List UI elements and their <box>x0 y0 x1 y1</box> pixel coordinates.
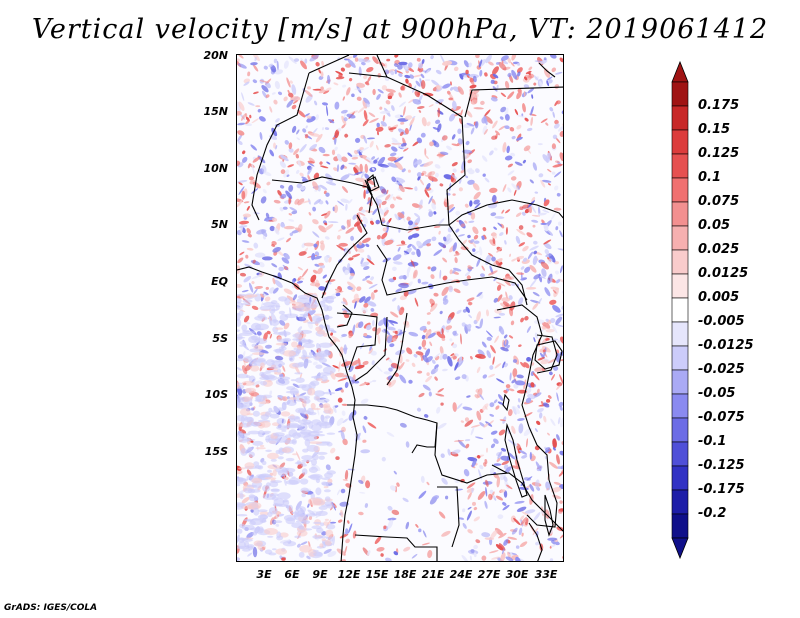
colorbar-swatch <box>671 81 689 107</box>
border <box>491 464 508 474</box>
border <box>381 224 528 306</box>
border <box>336 312 378 371</box>
colorbar-swatch <box>671 153 689 179</box>
border <box>448 199 563 226</box>
lake-malawi <box>544 494 554 537</box>
lon-tick-9e: 9E <box>312 568 328 581</box>
lon-tick-3e: 3E <box>256 568 272 581</box>
colorbar-level-label: 0.1 <box>698 170 722 185</box>
country-borders <box>237 55 563 561</box>
border <box>526 426 558 528</box>
colorbar-level-label: -0.005 <box>698 314 745 329</box>
colorbar-swatch <box>671 177 689 203</box>
colorbar-level-label: -0.025 <box>698 362 745 377</box>
lat-tick-10s: 10S <box>204 388 228 401</box>
colorbar-swatch <box>671 201 689 227</box>
border <box>464 86 563 118</box>
colorbar-swatch <box>671 273 689 299</box>
colorbar-swatch <box>671 129 689 155</box>
colorbar-swatch <box>671 417 689 443</box>
lake-chad <box>366 176 380 192</box>
colorbar-level-label: -0.2 <box>698 506 727 521</box>
lon-tick-33e: 33E <box>534 568 558 581</box>
colorbar-level-label: 0.005 <box>698 290 740 305</box>
vertical-velocity-field <box>237 55 563 561</box>
colorbar <box>671 60 689 560</box>
border <box>251 72 310 221</box>
lon-tick-24e: 24E <box>449 568 473 581</box>
colorbar-level-label: -0.05 <box>698 386 736 401</box>
colorbar-swatch <box>671 225 689 251</box>
colorbar-level-label: 0.0125 <box>698 266 749 281</box>
colorbar-swatch <box>671 489 689 515</box>
lat-tick-15s: 15S <box>204 445 228 458</box>
colorbar-level-label: -0.1 <box>698 434 727 449</box>
colorbar-top-arrow <box>671 60 689 83</box>
border <box>354 316 388 382</box>
border <box>386 312 408 386</box>
border <box>321 214 368 299</box>
colorbar-swatch <box>671 345 689 371</box>
lake-tanganyika <box>504 422 528 498</box>
lat-tick-20n: 20N <box>203 49 228 62</box>
colorbar-swatch <box>671 441 689 467</box>
coastline <box>237 266 358 561</box>
lon-tick-21e: 21E <box>421 568 445 581</box>
border <box>364 179 373 214</box>
colorbar-level-label: -0.075 <box>698 410 745 425</box>
lon-tick-15e: 15E <box>365 568 389 581</box>
colorbar-swatch <box>671 513 689 539</box>
colorbar-level-label: 0.025 <box>698 242 740 257</box>
border <box>347 404 563 532</box>
colorbar-swatch <box>671 249 689 275</box>
colorbar-level-label: -0.0125 <box>698 338 754 353</box>
colorbar-level-label: -0.175 <box>698 482 745 497</box>
colorbar-level-label: 0.175 <box>698 98 740 113</box>
border <box>366 173 376 188</box>
colorbar-level-label: 0.125 <box>698 146 740 161</box>
lat-tick-10n: 10N <box>203 162 228 175</box>
colorbar-bottom-arrow <box>671 537 689 560</box>
border <box>538 62 556 78</box>
border <box>437 486 460 548</box>
lon-tick-6e: 6E <box>284 568 300 581</box>
lon-tick-27e: 27E <box>477 568 501 581</box>
lon-tick-18e: 18E <box>393 568 417 581</box>
colorbar-swatch <box>671 297 689 323</box>
border <box>336 304 353 328</box>
grads-credit: GrADS: IGES/COLA <box>4 603 98 613</box>
border <box>411 422 438 454</box>
lat-tick-eq: EQ <box>211 275 228 288</box>
lat-tick-5n: 5N <box>211 218 228 231</box>
border <box>308 55 350 74</box>
border <box>376 55 388 78</box>
lon-tick-30e: 30E <box>505 568 529 581</box>
lon-tick-12e: 12E <box>337 568 361 581</box>
map-title: Vertical velocity [m/s] at 900hPa, VT: 2… <box>31 14 769 45</box>
lake-victoria <box>534 340 563 370</box>
lat-tick-5s: 5S <box>212 332 228 345</box>
colorbar-swatch <box>671 465 689 491</box>
map-panel <box>236 54 564 562</box>
colorbar-swatch <box>671 393 689 419</box>
border <box>376 244 528 301</box>
border <box>354 534 438 561</box>
border <box>536 334 558 374</box>
colorbar-swatch <box>671 369 689 395</box>
colorbar-level-label: 0.075 <box>698 194 740 209</box>
colorbar-level-label: -0.125 <box>698 458 745 473</box>
colorbar-level-label: 0.05 <box>698 218 731 233</box>
colorbar-level-label: 0.15 <box>698 122 731 137</box>
lat-tick-15n: 15N <box>203 105 228 118</box>
lake-kivu <box>502 393 510 412</box>
border <box>528 522 543 561</box>
colorbar-swatch <box>671 321 689 347</box>
border <box>271 176 383 226</box>
colorbar-swatch <box>671 105 689 131</box>
